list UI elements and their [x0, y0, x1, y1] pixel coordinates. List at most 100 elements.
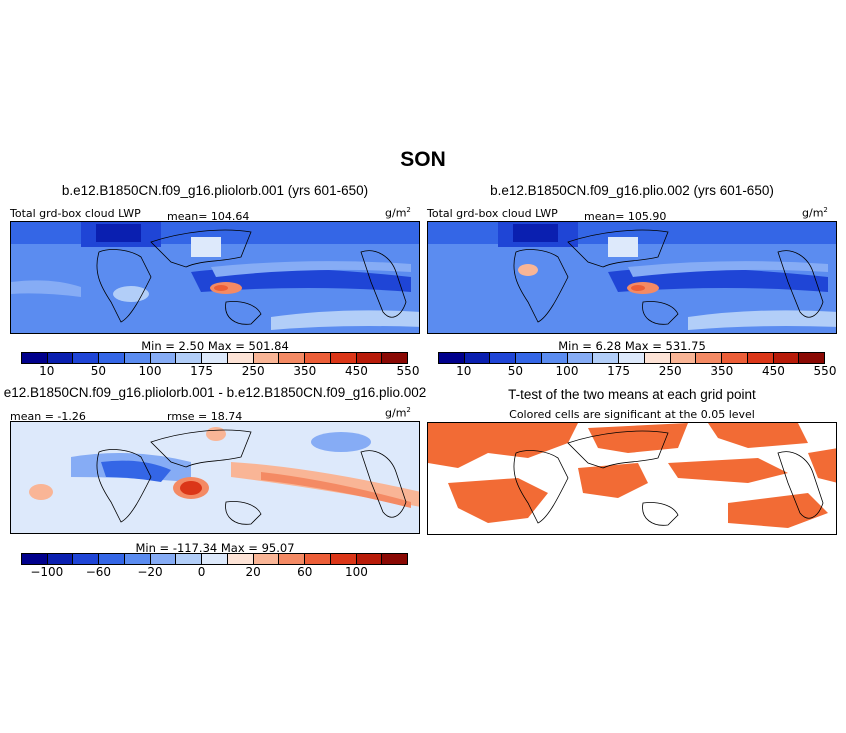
- colorbar-cell: [202, 554, 228, 564]
- colorbar-tick-label: 175: [607, 364, 631, 378]
- colorbar-cell: [722, 353, 748, 363]
- colorbar-cell: [773, 353, 800, 363]
- colorbar-cell: [356, 353, 383, 363]
- panel-1-variable-label: Total grd-box cloud LWP: [10, 207, 141, 220]
- panel-3-map: [10, 421, 420, 534]
- colorbar-cell: [124, 554, 151, 564]
- colorbar-tick-label: 20: [245, 565, 261, 579]
- colorbar-cell: [124, 353, 151, 363]
- colorbar-cell: [176, 353, 203, 363]
- colorbar-cell: [73, 554, 100, 564]
- colorbar-cell: [330, 353, 357, 363]
- colorbar-tick-label: 250: [658, 364, 682, 378]
- panel-3-map-field: [11, 422, 419, 533]
- panel-4-title: T-test of the two means at each grid poi…: [508, 387, 756, 402]
- colorbar-cell: [47, 554, 74, 564]
- panel-3-units: g/m2: [385, 406, 411, 420]
- panel-3-rmse-label: rmse = 18.74: [167, 410, 243, 423]
- colorbar-tick-label: −20: [137, 565, 163, 579]
- colorbar-tick-label: 100: [555, 364, 579, 378]
- colorbar-cell: [253, 353, 280, 363]
- colorbar-cell: [150, 554, 177, 564]
- colorbar-cell: [330, 554, 357, 564]
- colorbar-cell: [305, 554, 331, 564]
- colorbar-cell: [150, 353, 177, 363]
- colorbar-tick-label: 250: [241, 364, 265, 378]
- colorbar-tick-label: 0: [197, 565, 206, 579]
- page-title: SON: [400, 148, 446, 171]
- panel-1-title: b.e12.B1850CN.f09_g16.pliolorb.001 (yrs …: [61, 183, 369, 198]
- colorbar-cell: [253, 554, 280, 564]
- colorbar-cell: [670, 353, 697, 363]
- panel-1-colorbar-ticks: 10 50 100 175 250 350 450 550: [21, 364, 419, 378]
- panel-1-map-field: [11, 222, 419, 333]
- panel-1-minmax: Min = 2.50 Max = 501.84: [141, 339, 289, 353]
- colorbar-cell: [464, 353, 491, 363]
- colorbar-tick-label: 50: [507, 364, 524, 378]
- colorbar-tick-label: 50: [90, 364, 107, 378]
- colorbar-tick-label: 450: [344, 364, 368, 378]
- colorbar-tick-label: 100: [138, 364, 162, 378]
- colorbar-tick-label: 175: [190, 364, 214, 378]
- panel-2-units: g/m2: [802, 206, 828, 220]
- colorbar-cell: [619, 353, 645, 363]
- panel-1-units: g/m2: [385, 206, 411, 220]
- colorbar-tick-label: 550: [813, 364, 837, 378]
- panel-3-mean-label: mean = -1.26: [10, 410, 86, 423]
- colorbar-cell: [356, 554, 383, 564]
- colorbar-cell: [227, 554, 254, 564]
- colorbar-tick-label: 10: [456, 364, 472, 378]
- panel-3-title: e12.B1850CN.f09_g16.pliolorb.001 - b.e12…: [3, 385, 427, 400]
- colorbar-cell: [227, 353, 254, 363]
- colorbar-cell: [696, 353, 723, 363]
- colorbar-cell: [382, 554, 408, 564]
- colorbar-tick-label: 350: [710, 364, 734, 378]
- colorbar-cell: [516, 353, 542, 363]
- panel-2-minmax: Min = 6.28 Max = 531.75: [558, 339, 706, 353]
- panel-1-map: [10, 221, 420, 334]
- colorbar-cell: [567, 353, 594, 363]
- colorbar-tick-label: 450: [761, 364, 785, 378]
- colorbar-cell: [305, 353, 331, 363]
- colorbar-cell: [644, 353, 671, 363]
- colorbar-cell: [382, 353, 408, 363]
- colorbar-cell: [593, 353, 620, 363]
- colorbar-cell: [799, 353, 825, 363]
- colorbar-cell: [279, 353, 306, 363]
- colorbar-tick-label: 100: [344, 565, 368, 579]
- colorbar-cell: [439, 353, 465, 363]
- colorbar-cell: [73, 353, 100, 363]
- panel-3-minmax: Min = -117.34 Max = 95.07: [135, 541, 295, 555]
- panel-2-map: [427, 221, 837, 334]
- panel-2-colorbar-ticks: 10 50 100 175 250 350 450 550: [438, 364, 836, 378]
- panel-1-colorbar: [21, 352, 408, 364]
- colorbar-cell: [176, 554, 203, 564]
- panel-4-map: [427, 422, 837, 535]
- colorbar-cell: [22, 554, 48, 564]
- colorbar-cell: [99, 554, 125, 564]
- panel-3-colorbar: [21, 553, 408, 565]
- panel-4-subtitle: Colored cells are significant at the 0.0…: [509, 408, 755, 421]
- colorbar-cell: [490, 353, 517, 363]
- panel-4-map-field: [428, 423, 836, 534]
- colorbar-cell: [22, 353, 48, 363]
- panel-2-colorbar: [438, 352, 825, 364]
- panel-2-map-field: [428, 222, 836, 333]
- colorbar-cell: [47, 353, 74, 363]
- colorbar-tick-label: 10: [39, 364, 55, 378]
- colorbar-tick-label: 60: [297, 565, 313, 579]
- colorbar-cell: [99, 353, 125, 363]
- panel-2-mean-label: mean= 105.90: [584, 210, 667, 223]
- colorbar-cell: [279, 554, 306, 564]
- colorbar-tick-label: 350: [293, 364, 317, 378]
- panel-1-mean-label: mean= 104.64: [167, 210, 250, 223]
- colorbar-tick-label: 550: [396, 364, 420, 378]
- colorbar-cell: [541, 353, 568, 363]
- panel-2-variable-label: Total grd-box cloud LWP: [427, 207, 558, 220]
- colorbar-tick-label: −60: [85, 565, 112, 579]
- panel-2-title: b.e12.B1850CN.f09_g16.plio.002 (yrs 601-…: [490, 183, 774, 198]
- colorbar-tick-label: −100: [30, 565, 64, 579]
- panel-3-colorbar-ticks: −100 −60 −20 0 20 60 100: [21, 565, 408, 579]
- colorbar-cell: [202, 353, 228, 363]
- colorbar-cell: [747, 353, 774, 363]
